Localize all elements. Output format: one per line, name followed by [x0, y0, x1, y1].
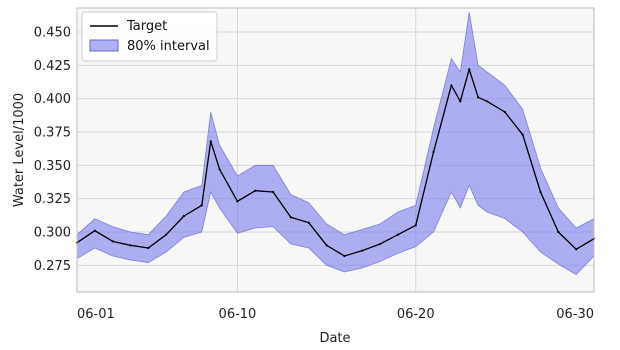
y-tick-label: 0.425	[34, 59, 71, 74]
y-tick-label: 0.375	[34, 126, 71, 141]
legend-interval-label: 80% interval	[127, 39, 210, 54]
target-point	[209, 140, 212, 143]
y-tick-label: 0.275	[34, 259, 71, 274]
target-points	[75, 68, 596, 258]
target-point	[200, 204, 203, 207]
target-point	[378, 242, 382, 246]
target-point	[361, 249, 364, 252]
x-tick-label: 06-30	[556, 307, 594, 322]
target-point	[165, 233, 168, 236]
target-point	[147, 246, 150, 250]
target-point	[272, 190, 275, 194]
target-point	[503, 110, 506, 114]
legend: Target 80% interval	[81, 11, 218, 62]
y-tick-label: 0.300	[34, 226, 71, 241]
target-point	[218, 168, 221, 171]
target-point	[396, 233, 399, 236]
legend-target-label: Target	[126, 19, 167, 34]
plot-frame	[76, 7, 595, 293]
ticks: 0.275 0.300 0.325 0.350 0.375 0.400 0.425 0.450…	[34, 26, 594, 323]
y-tick-label: 0.325	[34, 192, 71, 207]
target-point	[289, 216, 293, 219]
y-axis-label: Water Level/1000	[12, 93, 27, 207]
target-point	[521, 133, 524, 136]
target-point	[459, 100, 462, 103]
target-point	[254, 189, 257, 192]
x-tick-label: 06-10	[219, 307, 257, 322]
target-point	[307, 221, 310, 224]
target-point	[468, 68, 471, 71]
target-point	[236, 200, 239, 203]
target-point	[93, 229, 96, 232]
target-point	[477, 96, 480, 99]
y-tick-label: 0.400	[34, 92, 71, 107]
target-point	[485, 100, 489, 103]
target-point	[450, 84, 453, 87]
target-point	[414, 224, 417, 227]
target-point	[325, 244, 328, 247]
legend-interval-swatch	[89, 39, 119, 52]
target-point	[539, 190, 542, 194]
target-point	[575, 248, 578, 251]
target-point	[111, 240, 114, 243]
target-point	[557, 230, 560, 234]
x-axis-label: Date	[319, 331, 350, 346]
y-tick-label: 0.350	[34, 159, 71, 174]
target-point	[182, 214, 186, 218]
x-tick-label: 06-20	[397, 307, 435, 322]
target-point	[343, 254, 346, 258]
target-point	[129, 244, 132, 247]
target-point	[432, 150, 435, 154]
x-tick-label: 06-01	[77, 307, 115, 322]
y-tick-label: 0.450	[34, 26, 71, 41]
